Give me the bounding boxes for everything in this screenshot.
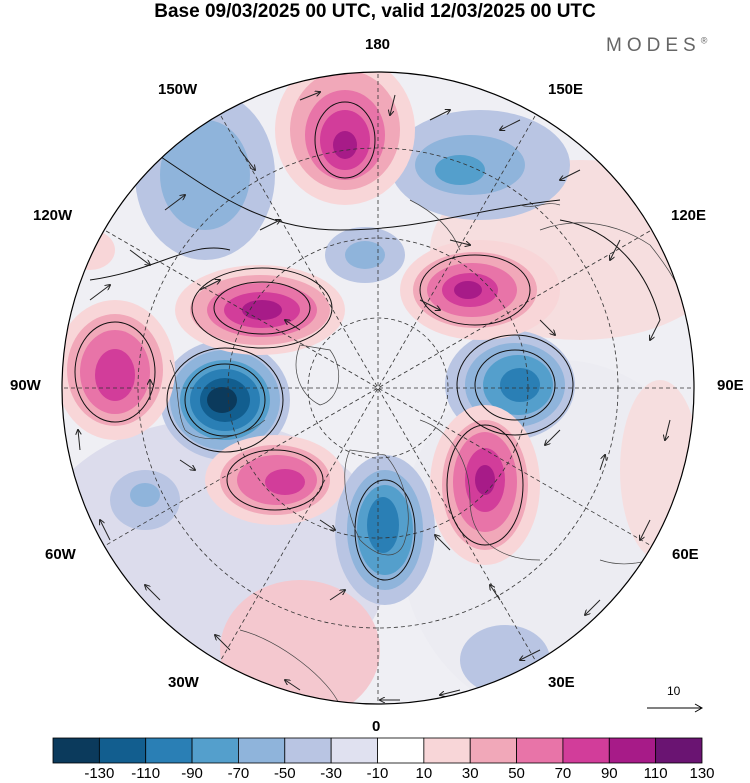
colorbar-tick-label: 50 — [508, 765, 525, 782]
colorbar-swatch — [284, 737, 332, 764]
lon-label-90e: 90E — [717, 377, 744, 394]
lon-label-0: 0 — [372, 718, 381, 735]
lon-label-150e: 150E — [548, 81, 584, 98]
colorbar-swatch — [98, 737, 147, 764]
colorbar-tick-label: 90 — [600, 765, 618, 782]
colorbar-tick-label: -110 — [131, 765, 161, 782]
colorbar-swatch — [469, 737, 517, 764]
colorbar-swatch — [423, 737, 471, 764]
height-contours — [74, 101, 661, 581]
colorbar-swatch — [330, 737, 378, 764]
wind-reference-label: 10 — [667, 684, 681, 698]
negative-anomaly — [110, 90, 575, 695]
lon-label-180: 180 — [365, 36, 391, 53]
colorbar-tick-label: -50 — [273, 765, 296, 782]
lon-label-60w: 60W — [45, 546, 76, 563]
brand-logo: MODES® — [606, 35, 708, 56]
colorbar-tick-label: 110 — [643, 765, 668, 782]
colorbar-tick-label: -70 — [227, 765, 250, 782]
colorbar-swatch — [145, 737, 193, 764]
lon-label-150w: 150W — [158, 81, 198, 98]
colorbar-swatch — [608, 737, 657, 764]
colorbar-swatch — [516, 737, 564, 764]
lon-label-30w: 30W — [168, 674, 199, 691]
colorbar-swatch — [52, 737, 100, 764]
colorbar — [52, 737, 703, 764]
anomaly-field — [62, 72, 694, 704]
colorbar-tick-label: -90 — [181, 765, 203, 782]
lon-label-60e: 60E — [672, 546, 699, 563]
colorbar-swatch — [655, 737, 703, 764]
colorbar-tick-label: -30 — [320, 765, 342, 782]
lon-label-90w: 90W — [10, 377, 41, 394]
colorbar-tick-label: -130 — [84, 765, 115, 782]
colorbar-swatch — [562, 737, 610, 764]
wind-vectors — [78, 92, 671, 700]
colorbar-swatch — [377, 737, 425, 764]
lon-label-30e: 30E — [548, 674, 575, 691]
graticule — [62, 72, 694, 704]
colorbar-swatch — [191, 737, 239, 764]
colorbar-tick-label: 30 — [461, 765, 479, 782]
lon-label-120e: 120E — [671, 207, 707, 224]
colorbar-tick-label: -10 — [366, 765, 389, 782]
colorbar-tick-label: 130 — [689, 765, 715, 782]
map-boundary — [61, 71, 695, 705]
colorbar-swatch — [238, 737, 286, 764]
positive-anomaly — [62, 72, 560, 565]
colorbar-tick-label: 10 — [415, 765, 433, 782]
lon-label-120w: 120W — [33, 207, 73, 224]
colorbar-tick-label: 70 — [554, 765, 572, 782]
wind-reference-arrow — [647, 703, 704, 713]
map-title: Base 09/03/2025 00 UTC, valid 12/03/2025… — [154, 1, 596, 22]
